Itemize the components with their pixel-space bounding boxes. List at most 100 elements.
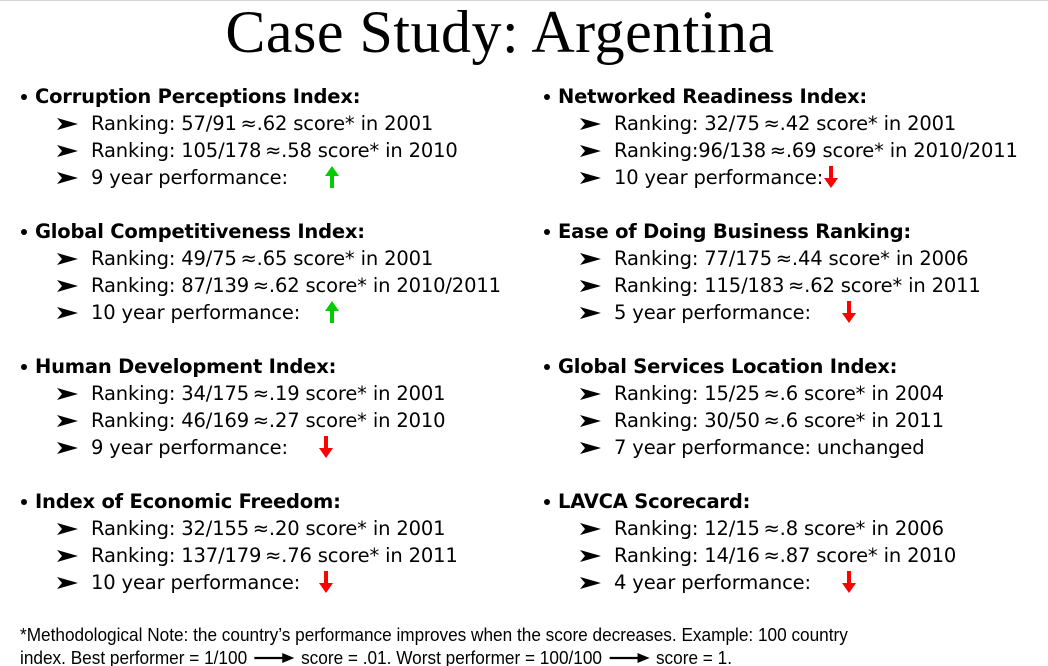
note-text-2b: score = .01. Worst performer = 100/100 (301, 647, 603, 666)
bullet-icon (21, 229, 27, 235)
arrow-bullet-icon (56, 171, 91, 185)
green-up-arrow-icon (324, 164, 340, 190)
ranking-list: Ranking: 32/155 ≈.20 score* in 2001 Ranki… (20, 515, 540, 596)
index-section: Ease of Doing Business Ranking: Ranking: … (543, 219, 1048, 326)
ranking-text: Ranking: 12/15 ≈.8 score* in 2006 (614, 517, 944, 540)
performance-item: 10 year performance: (543, 164, 1048, 191)
index-section: Human Development Index: Ranking: 34/175 … (20, 354, 540, 461)
arrow-bullet-icon (579, 414, 614, 428)
ranking-item: Ranking: 30/50 ≈.6 score* in 2011 (543, 407, 1048, 434)
arrow-bullet-icon (579, 144, 614, 158)
section-heading-text: Networked Readiness Index: (558, 85, 867, 108)
bullet-icon (21, 94, 27, 100)
ranking-text: Ranking: 34/175 ≈.19 score* in 2001 (91, 382, 446, 405)
arrow-bullet-icon (56, 279, 91, 293)
section-heading: LAVCA Scorecard: (543, 489, 1048, 515)
red-down-arrow-icon (841, 299, 857, 325)
bullet-icon (21, 499, 27, 505)
ranking-item: Ranking: 15/25 ≈.6 score* in 2004 (543, 380, 1048, 407)
ranking-item: Ranking: 34/175 ≈.19 score* in 2001 (20, 380, 540, 407)
arrow-bullet-icon (579, 522, 614, 536)
performance-label: 4 year performance: (614, 571, 811, 594)
ranking-list: Ranking: 32/75 ≈.42 score* in 2001 Rankin… (543, 110, 1048, 191)
arrow-bullet-icon (56, 306, 91, 320)
arrow-bullet-icon (579, 117, 614, 131)
performance-item: 10 year performance: (20, 569, 540, 596)
section-heading-text: Human Development Index: (35, 355, 337, 378)
ranking-item: Ranking: 12/15 ≈.8 score* in 2006 (543, 515, 1048, 542)
bullet-icon (544, 229, 550, 235)
section-heading: Global Competitiveness Index: (20, 219, 540, 245)
performance-item: 7 year performance: unchanged (543, 434, 1048, 461)
arrow-bullet-icon (579, 279, 614, 293)
index-section: Global Competitiveness Index: Ranking: 49… (20, 219, 540, 326)
note-text-1: *Methodological Note: the country’s perf… (20, 624, 848, 645)
green-up-arrow-icon (324, 299, 340, 325)
section-heading: Corruption Perceptions Index: (20, 84, 540, 110)
note-line-1: *Methodological Note: the country’s perf… (20, 623, 969, 646)
ranking-list: Ranking: 15/25 ≈.6 score* in 2004 Ranking… (543, 380, 1048, 461)
index-section: Networked Readiness Index: Ranking: 32/75… (543, 84, 1048, 191)
red-down-arrow-icon (823, 164, 839, 190)
ranking-item: Ranking: 105/178 ≈.58 score* in 2010 (20, 137, 540, 164)
performance-label: 10 year performance: (91, 571, 301, 594)
ranking-list: Ranking: 49/75 ≈.65 score* in 2001 Rankin… (20, 245, 540, 326)
ranking-text: Ranking: 87/139 ≈.62 score* in 2010/2011 (91, 274, 501, 297)
bullet-icon (544, 364, 550, 370)
index-section: LAVCA Scorecard: Ranking: 12/15 ≈.8 score… (543, 489, 1048, 596)
ranking-text: Ranking: 57/91 ≈.62 score* in 2001 (91, 112, 434, 135)
right-arrow-icon (253, 652, 296, 664)
section-heading-text: Corruption Perceptions Index: (35, 85, 361, 108)
note-text-2a: index. Best performer = 1/100 (20, 647, 248, 666)
arrow-bullet-icon (56, 441, 91, 455)
bullet-icon (21, 364, 27, 370)
ranking-text: Ranking: 137/179 ≈.76 score* in 2011 (91, 544, 458, 567)
arrow-bullet-icon (56, 387, 91, 401)
ranking-item: Ranking: 137/179 ≈.76 score* in 2011 (20, 542, 540, 569)
arrow-bullet-icon (579, 549, 614, 563)
section-heading-text: Index of Economic Freedom: (35, 490, 341, 513)
performance-label: 10 year performance: (91, 301, 301, 324)
arrow-bullet-icon (56, 144, 91, 158)
ranking-text: Ranking: 32/75 ≈.42 score* in 2001 (614, 112, 957, 135)
arrow-bullet-icon (579, 252, 614, 266)
performance-item: 5 year performance: (543, 299, 1048, 326)
section-heading: Networked Readiness Index: (543, 84, 1048, 110)
ranking-item: Ranking: 14/16 ≈.87 score* in 2010 (543, 542, 1048, 569)
arrow-bullet-icon (579, 441, 614, 455)
ranking-item: Ranking: 77/175 ≈.44 score* in 2006 (543, 245, 1048, 272)
right-arrow-icon (608, 652, 651, 664)
ranking-text: Ranking:96/138 ≈.69 score* in 2010/2011 (614, 139, 1018, 162)
performance-item: 4 year performance: (543, 569, 1048, 596)
ranking-list: Ranking: 77/175 ≈.44 score* in 2006 Ranki… (543, 245, 1048, 326)
ranking-text: Ranking: 15/25 ≈.6 score* in 2004 (614, 382, 944, 405)
ranking-text: Ranking: 77/175 ≈.44 score* in 2006 (614, 247, 969, 270)
arrow-bullet-icon (579, 171, 614, 185)
ranking-item: Ranking: 57/91 ≈.62 score* in 2001 (20, 110, 540, 137)
section-heading: Ease of Doing Business Ranking: (543, 219, 1048, 245)
red-down-arrow-icon (318, 434, 334, 460)
performance-item: 9 year performance: (20, 434, 540, 461)
performance-label: 9 year performance: (91, 166, 288, 189)
ranking-list: Ranking: 12/15 ≈.8 score* in 2006 Ranking… (543, 515, 1048, 596)
ranking-item: Ranking: 115/183 ≈.62 score* in 2011 (543, 272, 1048, 299)
section-heading: Global Services Location Index: (543, 354, 1048, 380)
note-line-2: index. Best performer = 1/100 score = .0… (20, 646, 969, 666)
bullet-icon (544, 94, 550, 100)
ranking-item: Ranking: 32/155 ≈.20 score* in 2001 (20, 515, 540, 542)
ranking-list: Ranking: 57/91 ≈.62 score* in 2001 Rankin… (20, 110, 540, 191)
ranking-text: Ranking: 30/50 ≈.6 score* in 2011 (614, 409, 944, 432)
arrow-bullet-icon (579, 306, 614, 320)
performance-item: 10 year performance: (20, 299, 540, 326)
index-section: Index of Economic Freedom: Ranking: 32/15… (20, 489, 540, 596)
section-heading: Index of Economic Freedom: (20, 489, 540, 515)
performance-item: 9 year performance: (20, 164, 540, 191)
section-heading-text: Global Competitiveness Index: (35, 220, 365, 243)
ranking-text: Ranking: 49/75 ≈.65 score* in 2001 (91, 247, 434, 270)
section-heading-text: Ease of Doing Business Ranking: (558, 220, 911, 243)
note-text-2c: score = 1. (655, 647, 732, 666)
arrow-bullet-icon (56, 549, 91, 563)
bullet-icon (544, 499, 550, 505)
ranking-item: Ranking: 49/75 ≈.65 score* in 2001 (20, 245, 540, 272)
ranking-text: Ranking: 32/155 ≈.20 score* in 2001 (91, 517, 446, 540)
